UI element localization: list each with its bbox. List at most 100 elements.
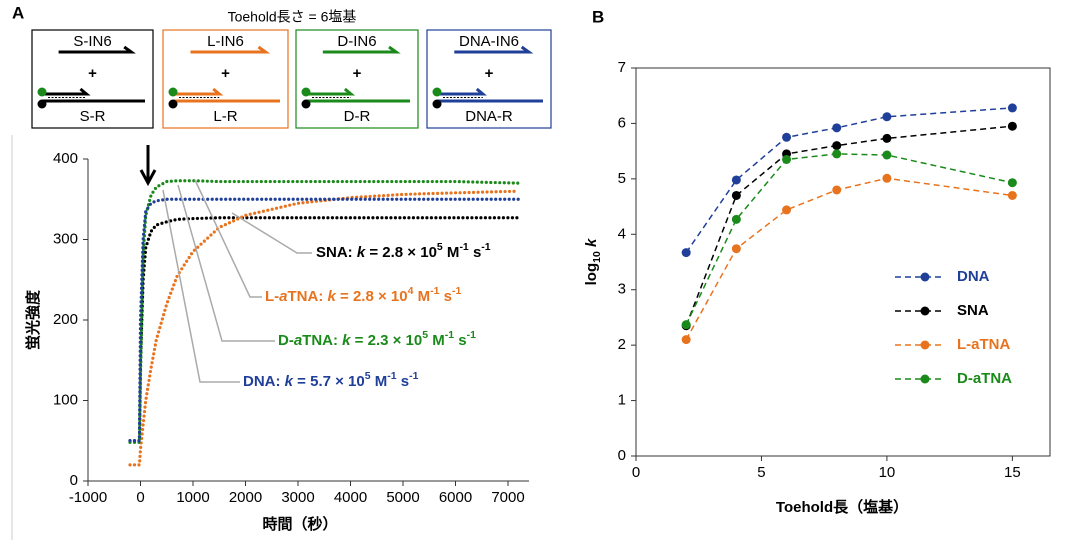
- x-axis-label: 時間（秒）: [262, 515, 337, 533]
- y-tick-label: 5: [618, 170, 626, 187]
- leader-line: [177, 184, 275, 342]
- text-segment: M: [428, 332, 445, 349]
- quencher: [301, 99, 311, 109]
- legend-marker: [920, 340, 930, 350]
- invader-strand: [454, 45, 534, 54]
- text-segment: TNA:: [288, 288, 328, 305]
- reporter-label: DNA-R: [465, 108, 513, 125]
- text-segment: = 2.8 × 10: [365, 244, 437, 261]
- x-tick-label: 5000: [386, 489, 419, 506]
- point: [882, 133, 892, 143]
- text-segment: = 2.8 × 10: [336, 288, 408, 305]
- series-line: [685, 125, 1013, 327]
- injection-arrow: [139, 145, 157, 187]
- invader-label: DNA-IN6: [459, 33, 519, 50]
- text-segment: 5: [422, 329, 428, 341]
- reporter-label: S-R: [80, 108, 106, 125]
- text-segment: a: [294, 332, 302, 349]
- leader-line: [194, 179, 262, 298]
- x-tick-label: -1000: [69, 489, 107, 506]
- point: [832, 141, 842, 151]
- point: [832, 123, 842, 133]
- legend-label: DNA: [957, 268, 990, 285]
- point: [832, 149, 842, 159]
- text-segment: SNA:: [316, 244, 357, 261]
- output-strand: [308, 87, 356, 96]
- point: [782, 205, 792, 215]
- text-segment: s: [469, 244, 482, 261]
- invader-label: S-IN6: [73, 33, 111, 50]
- panel-label: B: [592, 7, 604, 26]
- diagram-box: [295, 29, 419, 129]
- invader-strand: [322, 45, 401, 54]
- series-line: [128, 189, 521, 467]
- text-segment: -1: [387, 370, 396, 382]
- point: [731, 214, 741, 224]
- point: [681, 335, 691, 345]
- point: [882, 150, 892, 160]
- text-segment: 5: [437, 241, 443, 253]
- x-tick-label: 7000: [491, 489, 524, 506]
- point: [731, 190, 741, 200]
- annotation: SNA: k = 2.8 × 105 M-1 s-1: [316, 241, 491, 261]
- x-tick-label: 3000: [281, 489, 314, 506]
- quencher: [168, 99, 178, 109]
- y-axis-label: 蛍光強度: [24, 289, 42, 350]
- output-strand: [44, 87, 91, 96]
- text-segment: = 2.3 × 10: [351, 332, 423, 349]
- y-tick-label: 6: [618, 114, 626, 131]
- x-tick-label: 1000: [176, 489, 209, 506]
- series-line: [685, 107, 1013, 254]
- text-segment: DNA:: [243, 373, 285, 390]
- y-tick-label: 0: [70, 472, 78, 489]
- x-tick-label: 5: [757, 464, 765, 481]
- text-segment: k: [328, 288, 337, 305]
- point: [731, 244, 741, 254]
- plot-frame: [635, 67, 1051, 457]
- series-line: [685, 177, 1013, 340]
- point: [782, 154, 792, 164]
- legend-label: SNA: [957, 302, 989, 319]
- text-segment: TNA:: [302, 332, 342, 349]
- annotation: D-aTNA: k = 2.3 × 105 M-1 s-1: [278, 329, 476, 349]
- text-segment: -1: [481, 241, 490, 253]
- invader-strand: [190, 45, 271, 54]
- y-tick-label: 100: [53, 391, 78, 408]
- x-tick-label: 6000: [439, 489, 472, 506]
- diagram-box: [426, 29, 552, 129]
- quencher: [432, 99, 442, 109]
- text-segment: D-: [278, 332, 294, 349]
- invader-label: L-IN6: [207, 33, 244, 50]
- y-tick-label: 4: [618, 225, 626, 242]
- text-segment: -1: [459, 241, 468, 253]
- plus: +: [88, 65, 97, 82]
- point: [832, 185, 842, 195]
- fluorophore: [37, 87, 47, 97]
- fluorophore: [301, 87, 311, 97]
- diagram-box: [162, 29, 289, 129]
- text-segment: k: [583, 238, 600, 247]
- point: [882, 173, 892, 183]
- plus: +: [221, 65, 230, 82]
- text-segment: -1: [452, 285, 461, 297]
- leader-line: [162, 189, 240, 383]
- invader-strand: [58, 45, 136, 54]
- diagram-box: [31, 29, 154, 129]
- plus: +: [485, 65, 494, 82]
- y-tick-label: 1: [618, 392, 626, 409]
- point: [681, 248, 691, 258]
- panel-label: A: [12, 3, 24, 22]
- x-tick-label: 2000: [229, 489, 262, 506]
- legend-marker: [920, 374, 930, 384]
- point: [731, 175, 741, 185]
- point: [1007, 103, 1017, 113]
- text-segment: k: [285, 373, 294, 390]
- legend-marker: [920, 306, 930, 316]
- fluorophore: [168, 87, 178, 97]
- fluorophore: [432, 87, 442, 97]
- y-tick-label: 2: [618, 336, 626, 353]
- text-segment: -1: [467, 329, 476, 341]
- x-tick-label: 0: [632, 464, 640, 481]
- text-segment: M: [443, 244, 460, 261]
- text-segment: = 5.7 × 10: [293, 373, 365, 390]
